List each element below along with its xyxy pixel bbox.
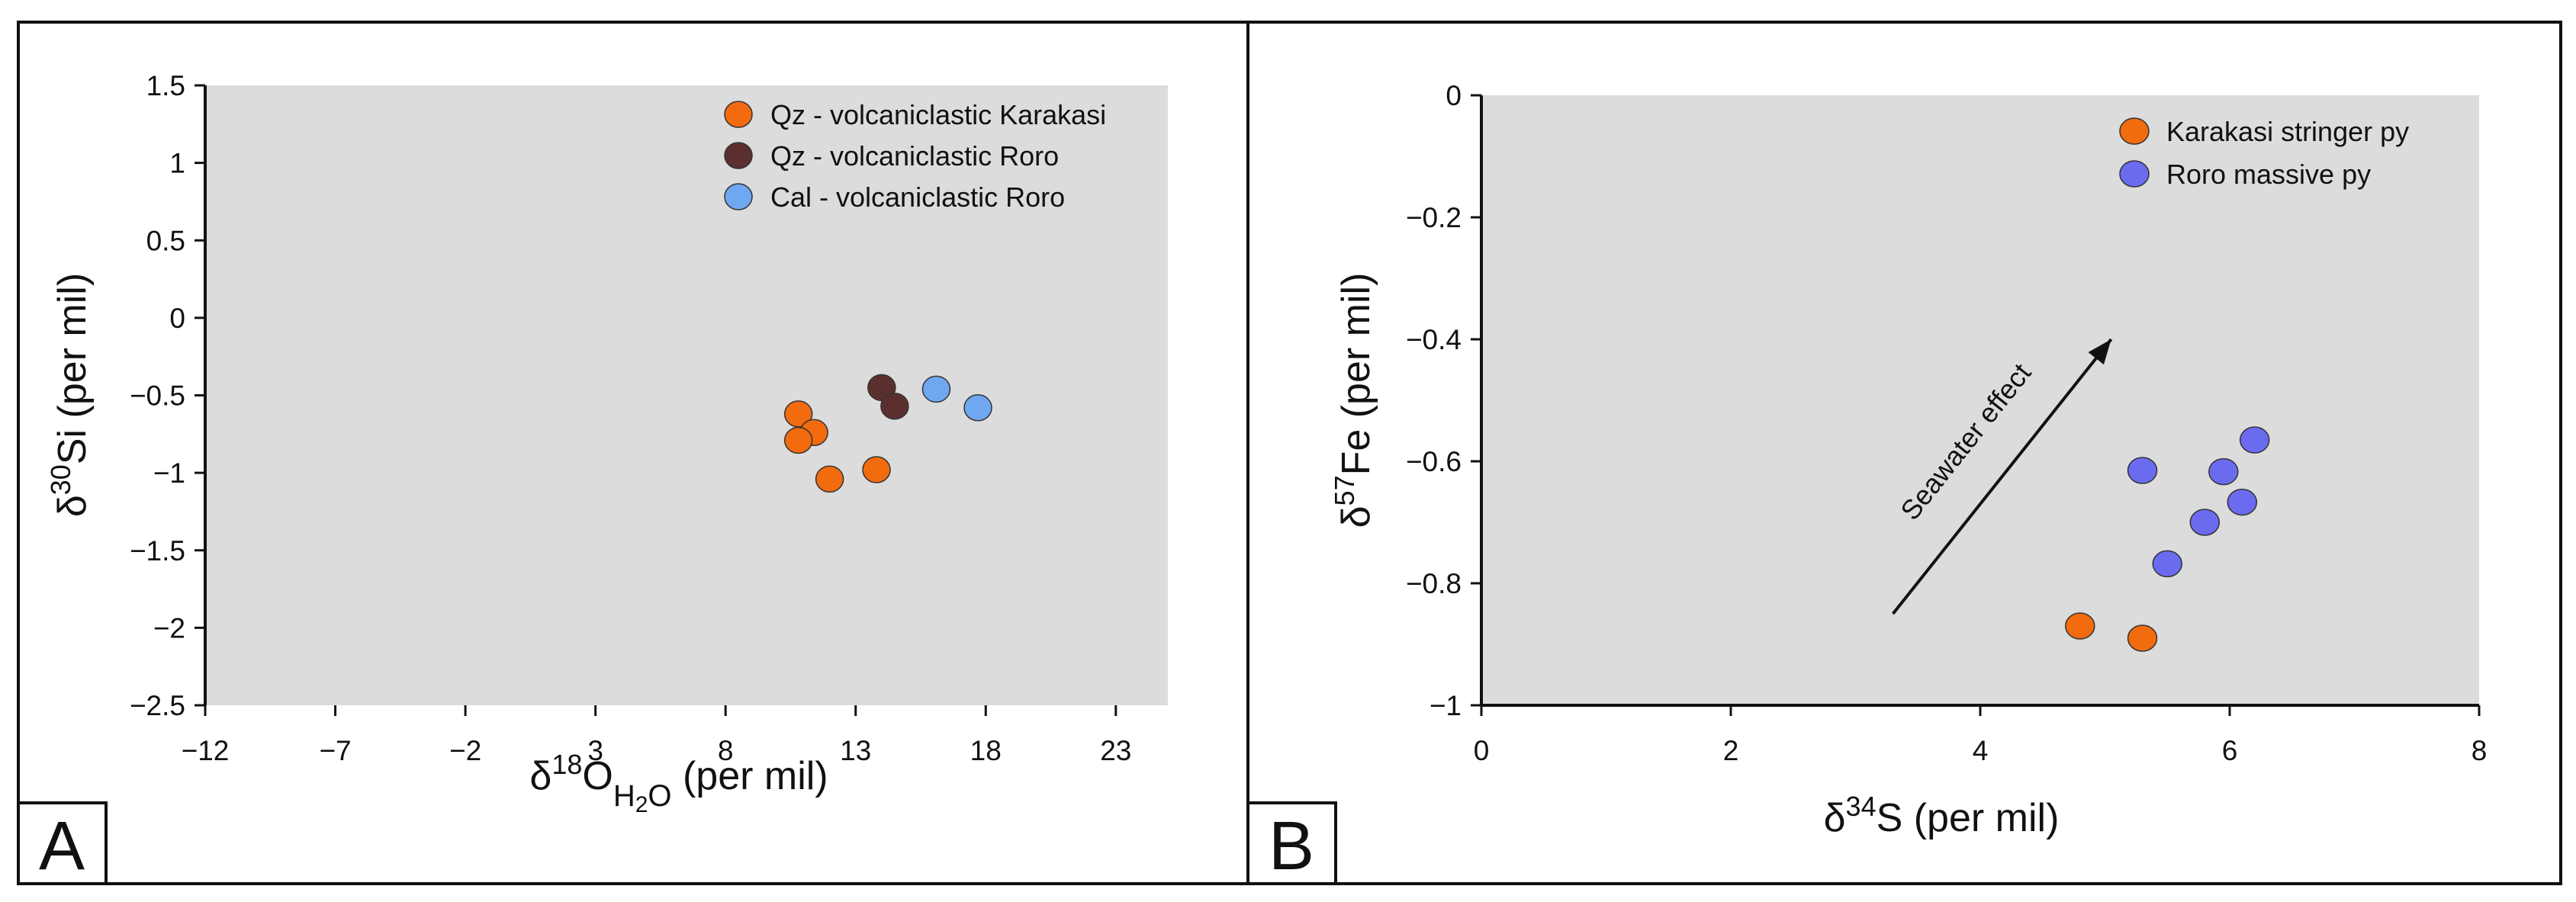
panel-a-letter: A	[39, 808, 85, 884]
x-title-sub3: O	[648, 779, 671, 813]
legend-label-a-2: Qz - volcaniclastic Roro	[770, 140, 1059, 172]
data-point-b-series-2	[2127, 457, 2158, 484]
y-tick-label-a: −2.5	[130, 690, 185, 721]
x-title-prefix: δ	[1824, 796, 1846, 840]
y-tick-label-b: −0.2	[1406, 202, 1462, 233]
chart-a: 1.5 1 0.5 0 −0.5 −1 −1.5 −2 −2.5 −12 −7 −2 3 8 13 18 23 Q…	[45, 70, 1168, 817]
data-point-a-series-1	[815, 465, 844, 493]
y-title-sup: 57	[1329, 475, 1360, 506]
data-point-b-series-1	[2065, 612, 2095, 640]
data-point-b-series-2	[2152, 550, 2182, 578]
data-point-b-series-2	[2227, 488, 2258, 516]
legend-marker-a-2	[724, 142, 753, 169]
y-tick-label-b: 0	[1446, 80, 1462, 111]
x-tick-label-a: 3	[587, 735, 603, 766]
legend-label-b-1: Karakasi stringer py	[2166, 116, 2409, 147]
data-point-a-series-2	[880, 392, 909, 420]
y-tick-label-a: −1	[153, 457, 185, 489]
data-point-a-series-3	[963, 394, 992, 422]
x-axis-title-a: δ18OH2O (per mil)	[529, 749, 828, 817]
x-title-tail: (per mil)	[672, 754, 828, 798]
panel-b-letter-box	[1246, 801, 1337, 885]
y-title-tail: Fe (per mil)	[1334, 273, 1378, 476]
legend-marker-a-1	[724, 101, 753, 128]
y-tick-label-a: −2	[153, 612, 185, 644]
data-point-b-series-2	[2189, 509, 2221, 536]
data-point-b-series-1	[2127, 624, 2158, 652]
x-tick-label-a: 13	[840, 735, 871, 766]
x-tick-label-a: 18	[970, 735, 1002, 766]
x-title-sub: H	[613, 779, 635, 813]
annotation-arrow-head	[2088, 339, 2111, 365]
y-title-prefix: δ	[1334, 506, 1378, 528]
data-point-b-series-2	[2239, 426, 2270, 454]
x-tick-label-a: 23	[1100, 735, 1131, 766]
x-title-sub2: 2	[635, 792, 648, 817]
legend-marker-a-3	[724, 183, 753, 210]
x-title-main: O	[582, 754, 613, 798]
x-tick-label-a: 8	[718, 735, 734, 766]
y-tick-label-a: 1.5	[146, 70, 185, 101]
y-tick-label-a: 0	[169, 303, 185, 334]
panel-a-letter-box	[17, 801, 108, 885]
x-tick-label-a: −2	[449, 735, 481, 766]
y-title-tail: Si (per mil)	[50, 273, 95, 464]
y-tick-label-b: −1	[1430, 690, 1462, 721]
x-title-tail: S (per mil)	[1877, 796, 2060, 840]
data-point-b-series-2	[2208, 457, 2239, 486]
y-tick-label-b: −0.6	[1406, 446, 1462, 477]
y-tick-label-b: −0.4	[1406, 324, 1462, 355]
x-axis-title-b: δ34S (per mil)	[1824, 791, 2060, 840]
y-title-sup: 30	[45, 464, 76, 495]
x-title-prefix: δ	[529, 754, 552, 798]
y-tick-label-a: −1.5	[130, 535, 185, 567]
data-point-a-series-3	[921, 375, 951, 403]
x-tick-label-b: 2	[1723, 735, 1739, 766]
x-tick-label-a: −7	[319, 735, 351, 766]
y-axis-title-b: δ57Fe (per mil)	[1329, 273, 1378, 528]
y-tick-label-a: 0.5	[146, 225, 185, 256]
y-tick-label-a: −0.5	[130, 380, 185, 412]
plot-area-a	[205, 85, 1168, 705]
x-tick-label-b: 6	[2222, 735, 2238, 766]
data-point-a-series-1	[783, 426, 813, 454]
legend-marker-b-1	[2119, 117, 2150, 145]
y-title-prefix: δ	[50, 495, 95, 517]
panel-b-letter: B	[1269, 808, 1314, 884]
x-title-sup: 34	[1846, 791, 1877, 822]
data-point-a-series-1	[862, 456, 891, 483]
annotation-arrow-line	[1891, 338, 2113, 615]
legend-label-b-2: Roro massive py	[2166, 159, 2371, 190]
plot-area-b	[1481, 95, 2479, 705]
x-tick-label-a: −12	[182, 735, 230, 766]
x-title-sup: 18	[552, 749, 582, 780]
y-axis-title-a: δ30Si (per mil)	[45, 273, 95, 517]
y-tick-label-a: 1	[169, 148, 185, 179]
x-tick-label-b: 0	[1474, 735, 1490, 766]
y-tick-label-b: −0.8	[1406, 568, 1462, 599]
x-tick-label-b: 8	[2471, 735, 2488, 766]
legend-label-a-1: Qz - volcaniclastic Karakasi	[770, 99, 1106, 130]
legend-label-a-3: Cal - volcaniclastic Roro	[770, 181, 1065, 213]
x-tick-label-b: 4	[1973, 735, 1989, 766]
legend-marker-b-2	[2119, 160, 2150, 188]
